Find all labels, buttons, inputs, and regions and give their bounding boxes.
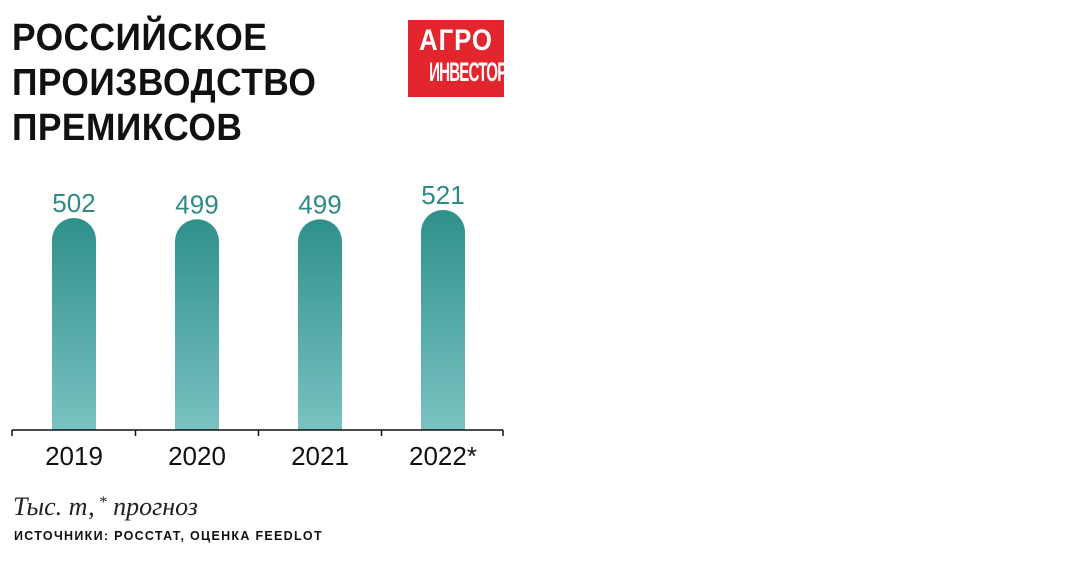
footnote-asterisk: * (98, 494, 107, 511)
category-label: 2021 (291, 441, 349, 471)
bar-2020 (175, 219, 219, 430)
units-text: Тыс. т, (13, 492, 95, 521)
logo-line-1: АГРО (419, 24, 493, 57)
category-label: 2022* (409, 441, 477, 471)
bar-2021 (298, 219, 342, 430)
data-label: 502 (52, 188, 95, 218)
forecast-text: прогноз (113, 492, 198, 521)
sources-line: ИСТОЧНИКИ: РОССТАТ, ОЦЕНКА FEEDLOT (14, 529, 323, 543)
category-label: 2020 (168, 441, 226, 471)
bar-chart: 502 499 499 521 2019 2020 2021 2022* (11, 180, 504, 471)
bar-2022 (421, 210, 465, 430)
data-label: 499 (175, 189, 218, 219)
units-note: Тыс. т, * прогноз (13, 488, 198, 522)
bar-2019 (52, 218, 96, 430)
logo-line-2: ИНВЕСТОР (429, 57, 507, 87)
category-label: 2019 (45, 441, 103, 471)
data-label: 521 (421, 180, 464, 210)
agroinvestor-logo: АГРО ИНВЕСТОР (408, 20, 507, 97)
chart-title: РОССИЙСКОЕ ПРОИЗВОДСТВО ПРЕМИКСОВ (12, 17, 317, 149)
data-label: 499 (298, 189, 341, 219)
